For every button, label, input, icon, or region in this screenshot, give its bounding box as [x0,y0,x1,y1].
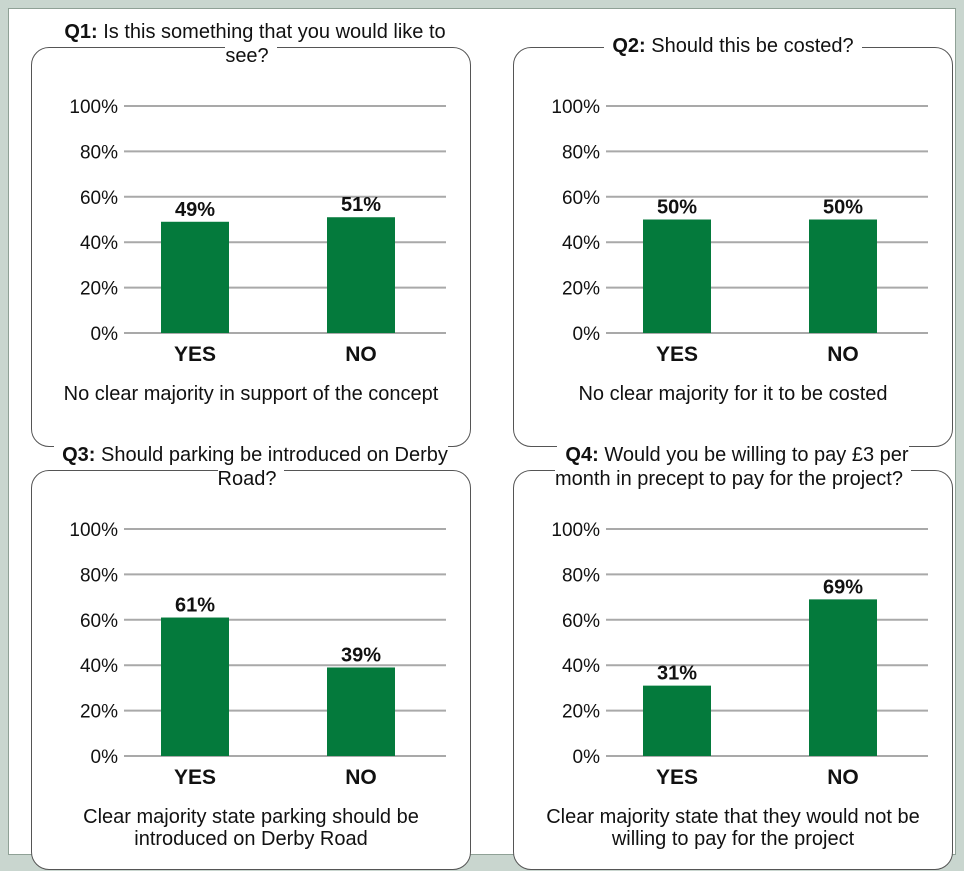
question-id: Q2: [612,35,646,57]
chart-caption: No clear majority in support of the conc… [63,383,439,405]
y-tick-label: 100% [69,97,118,118]
y-tick-label: 20% [562,279,600,300]
x-category-label: NO [345,343,377,366]
x-category-label: NO [827,343,859,366]
y-tick-label: 0% [573,324,601,345]
y-tick-label: 60% [80,188,118,209]
chart-title: Q2: Should this be costed? [530,34,936,58]
bar-chart: 0% 20% 40% 60% 80% 100% 50% YES 50% NO [551,97,928,366]
survey-results-figure: Q1: Is this something that you would lik… [8,8,956,870]
chart-panel-q3: Q3: Should parking be introduced on Derb… [31,444,471,870]
y-tick-label: 0% [91,324,119,345]
chart-title: Q4: Would you be willing to pay £3 per m… [530,443,936,491]
chart-panel-q1: Q1: Is this something that you would lik… [31,21,471,447]
x-category-label: YES [656,766,698,789]
y-tick-label: 40% [562,656,600,677]
y-tick-label: 0% [573,747,601,768]
y-tick-label: 80% [80,142,118,163]
y-tick-label: 60% [80,611,118,632]
y-tick-label: 40% [80,656,118,677]
chart-caption: Clear majority state parking should be i… [83,806,419,850]
question-text: Should parking be introduced on Derby Ro… [101,444,448,490]
data-label: 49% [175,199,215,221]
chart-title: Q3: Should parking be introduced on Derb… [48,443,454,491]
question-id: Q4: [565,444,599,466]
bar-yes [161,221,229,333]
data-label: 39% [341,644,381,666]
bar-no [327,217,395,333]
bar-chart: 0% 20% 40% 60% 80% 100% 61% YES 39% NO [69,520,446,789]
chart-title: Q1: Is this something that you would lik… [48,20,454,68]
y-tick-label: 0% [91,747,119,768]
y-tick-label: 60% [562,611,600,632]
bar-no [809,219,877,333]
chart-panel-q2: Q2: Should this be costed? 0% 20% 40% 60% 80… [513,35,953,447]
data-label: 51% [341,194,381,216]
y-tick-label: 60% [562,188,600,209]
data-label: 50% [823,197,863,219]
bar-yes [161,617,229,756]
data-label: 31% [657,663,697,685]
y-tick-label: 20% [562,702,600,723]
x-category-label: NO [345,766,377,789]
data-label: 69% [823,576,863,598]
y-tick-label: 100% [551,520,600,541]
bar-yes [643,685,711,756]
bar-chart: 0% 20% 40% 60% 80% 100% 31% YES 69% NO [551,520,928,789]
chart-panel-q4: Q4: Would you be willing to pay £3 per m… [513,444,953,870]
x-category-label: YES [656,343,698,366]
y-tick-label: 40% [562,233,600,254]
bar-chart: 0% 20% 40% 60% 80% 100% 49% YES 51% NO [69,97,446,366]
question-id: Q3: [62,444,96,466]
y-tick-label: 100% [551,97,600,118]
chart-caption: No clear majority for it to be costed [578,383,888,405]
bar-no [327,667,395,756]
question-text: Should this be costed? [651,35,854,57]
y-tick-label: 80% [80,565,118,586]
y-tick-label: 80% [562,565,600,586]
y-tick-label: 40% [80,233,118,254]
y-tick-label: 80% [562,142,600,163]
data-label: 50% [657,197,697,219]
x-category-label: YES [174,766,216,789]
data-label: 61% [175,595,215,617]
y-tick-label: 100% [69,520,118,541]
x-category-label: YES [174,343,216,366]
question-text: Is this something that you would like to… [103,21,446,67]
bar-no [809,599,877,756]
question-text: Would you be willing to pay £3 per month… [555,444,909,490]
chart-caption: Clear majority state that they would not… [546,806,920,850]
question-id: Q1: [64,21,98,43]
y-tick-label: 20% [80,702,118,723]
x-category-label: NO [827,766,859,789]
bar-yes [643,219,711,333]
y-tick-label: 20% [80,279,118,300]
